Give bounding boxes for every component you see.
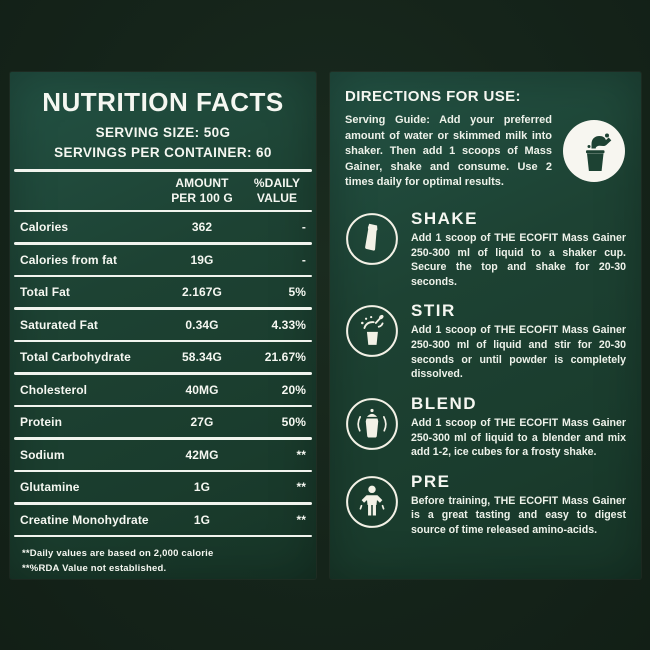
section-title: STIR — [411, 301, 456, 321]
daily-header-line1: %DAILY — [253, 176, 301, 191]
nutrient-label: Saturated Fat — [20, 317, 98, 332]
section-body: PRE Before training, THE ECOFIT Mass Gai… — [411, 472, 626, 538]
section-body: SHAKE Add 1 scoop of THE ECOFIT Mass Gai… — [411, 209, 626, 289]
nutrient-daily-value: - — [301, 220, 306, 234]
section-body: BLEND Add 1 scoop of THE ECOFIT Mass Gai… — [411, 394, 626, 460]
footnotes: **Daily values are based on 2,000 calori… — [22, 546, 304, 576]
footnote-rda: **%RDA Value not established. — [22, 563, 167, 575]
nutrient-label: Glutamine — [20, 480, 80, 494]
table-row: Cholesterol 40MG 20% — [10, 375, 316, 405]
table-divider — [14, 169, 312, 172]
serving-guide-text: Serving Guide: Add your preferred amount… — [345, 114, 552, 189]
nutrition-title: NUTRITION FACTS — [42, 87, 284, 117]
table-row: Total Fat 2.167G 5% — [10, 277, 316, 307]
nutrient-amount: 40MG — [185, 382, 219, 397]
section-title: BLEND — [411, 393, 478, 413]
shaker-bottle-icon — [345, 212, 399, 266]
table-row: Calories from fat 19G - — [10, 245, 316, 275]
direction-section-stir: STIR Add 1 scoop of THE ECOFIT Mass Gain… — [345, 301, 626, 381]
nutrient-daily-value: 20% — [281, 382, 306, 397]
nutrient-daily-value: ** — [296, 480, 306, 494]
section-text: Add 1 scoop of THE ECOFIT Mass Gainer 25… — [411, 416, 626, 459]
table-row: Creatine Monohydrate 1G ** — [10, 505, 316, 535]
blender-shaker-icon — [345, 397, 399, 451]
nutrient-label: Creatine Monohydrate — [20, 512, 149, 527]
table-divider — [14, 502, 312, 505]
section-title: SHAKE — [411, 209, 479, 229]
nutrient-label: Calories — [20, 220, 69, 234]
table-divider — [14, 534, 312, 537]
nutrient-amount: 58.34G — [182, 350, 222, 364]
table-divider — [14, 274, 312, 277]
serving-size-line: SERVING SIZE: 50G — [95, 125, 231, 140]
athlete-figure-icon — [345, 475, 399, 529]
section-text: Add 1 scoop of THE ECOFIT Mass Gainer 25… — [411, 232, 626, 288]
section-body: STIR Add 1 scoop of THE ECOFIT Mass Gain… — [411, 301, 626, 381]
nutrient-amount: 0.34G — [185, 317, 219, 332]
table-header-row: AMOUNT PER 100 G %DAILY VALUE — [10, 172, 316, 210]
daily-header-line2: VALUE — [256, 190, 298, 205]
nutrient-amount: 1G — [193, 480, 211, 494]
nutrient-amount: 27G — [190, 415, 214, 429]
table-row: Sodium 42MG ** — [10, 440, 316, 470]
nutrient-label: Protein — [20, 415, 63, 429]
table-row: Glutamine 1G ** — [10, 472, 316, 502]
footnote-daily-values: **Daily values are based on 2,000 calori… — [22, 548, 214, 559]
nutrient-label: Total Carbohydrate — [20, 350, 131, 364]
nutrient-daily-value: 21.67% — [264, 350, 306, 364]
table-divider — [14, 372, 312, 375]
table-divider — [14, 437, 312, 440]
pour-into-glass-icon — [562, 119, 626, 183]
directions-heading: DIRECTIONS FOR USE: — [345, 88, 521, 105]
table-row: Saturated Fat 0.34G 4.33% — [10, 310, 316, 340]
servings-per-container-line: SERVINGS PER CONTAINER: 60 — [54, 145, 272, 160]
nutrient-amount: 1G — [193, 512, 211, 527]
section-text: Add 1 scoop of THE ECOFIT Mass Gainer 25… — [411, 324, 626, 381]
amount-header-line1: AMOUNT — [175, 176, 229, 191]
direction-section-pre: PRE Before training, THE ECOFIT Mass Gai… — [345, 472, 626, 538]
amount-header-line2: PER 100 G — [171, 190, 233, 205]
table-divider — [14, 242, 312, 245]
nutrient-daily-value: 4.33% — [271, 317, 306, 332]
nutrient-amount: 2.167G — [182, 285, 222, 299]
nutrient-daily-value: 50% — [281, 415, 306, 429]
direction-section-shake: SHAKE Add 1 scoop of THE ECOFIT Mass Gai… — [345, 209, 626, 289]
nutrient-daily-value: 5% — [288, 285, 306, 299]
table-row: Total Carbohydrate 58.34G 21.67% — [10, 342, 316, 372]
section-text: Before training, THE ECOFIT Mass Gainer … — [411, 494, 626, 536]
nutrient-label: Cholesterol — [20, 382, 88, 397]
table-divider — [14, 469, 312, 472]
daily-value-column-header: %DAILY VALUE — [242, 176, 306, 204]
nutrient-label: Total Fat — [20, 285, 71, 299]
nutrition-table: AMOUNT PER 100 G %DAILY VALUE Calories 3… — [10, 169, 316, 537]
direction-section-blend: BLEND Add 1 scoop of THE ECOFIT Mass Gai… — [345, 394, 626, 460]
nutrient-daily-value: ** — [296, 447, 306, 462]
nutrient-daily-value: ** — [296, 512, 306, 527]
nutrient-amount: 362 — [191, 220, 213, 234]
amount-column-header: AMOUNT PER 100 G — [162, 176, 242, 204]
table-divider — [14, 339, 312, 342]
nutrient-amount: 42MG — [185, 447, 219, 462]
directions-panel: DIRECTIONS FOR USE: Serving Guide: Add y… — [330, 72, 641, 579]
nutrient-daily-value: - — [301, 252, 306, 267]
serving-guide-block: Serving Guide: Add your preferred amount… — [345, 113, 626, 191]
nutrition-facts-panel: NUTRITION FACTS SERVING SIZE: 50G SERVIN… — [10, 72, 316, 579]
table-row: Protein 27G 50% — [10, 407, 316, 437]
table-divider — [14, 307, 312, 310]
stir-glass-icon — [345, 304, 399, 358]
nutrient-label: Calories from fat — [20, 252, 118, 267]
table-divider — [14, 404, 312, 407]
section-title: PRE — [411, 471, 451, 491]
table-row: Calories 362 - — [10, 212, 316, 242]
nutrient-label: Sodium — [20, 447, 65, 462]
nutrient-amount: 19G — [190, 252, 214, 267]
table-divider — [14, 209, 312, 212]
